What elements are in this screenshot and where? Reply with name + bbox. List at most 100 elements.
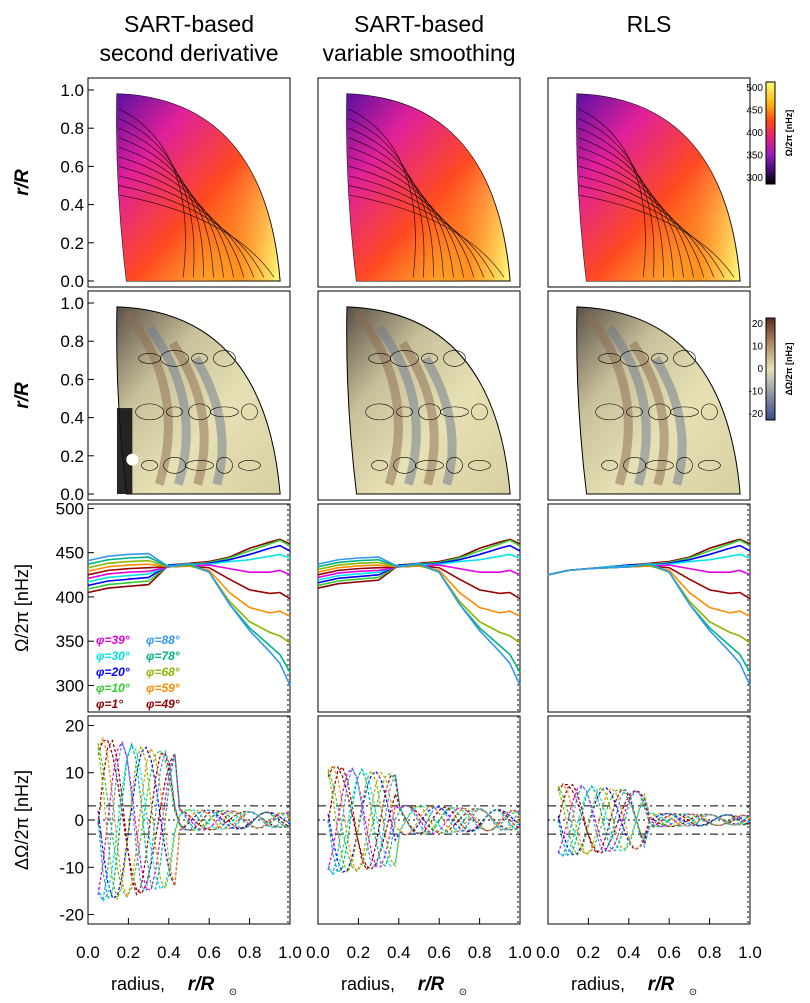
contour-ring: [141, 460, 158, 471]
contour-line: [578, 194, 735, 278]
y-tick-label: 450: [56, 544, 84, 563]
y-tick-label: 20: [65, 716, 84, 735]
sun-symbol-1: ⊙: [229, 987, 237, 998]
x-tick-label: 0.8: [698, 943, 722, 962]
x-axis-label-2: radius,: [341, 974, 395, 994]
contour-line: [118, 166, 245, 278]
contour-ring: [415, 460, 444, 471]
column-title-1: second derivative: [100, 40, 279, 66]
legend-entry: φ=39°: [96, 633, 130, 647]
residual-map-1: 0.0 0.2 0.4 0.6 0.8 1.0: [60, 290, 291, 504]
colorbar-omega-tick: 300: [746, 173, 763, 184]
contour-line: [348, 175, 485, 278]
series-φ=88°: [317, 556, 521, 686]
contour-ring: [185, 460, 214, 471]
y-tick-label: 1.0: [60, 294, 84, 313]
x-tick-label: 0.4: [157, 943, 181, 962]
residual-series: [327, 770, 521, 873]
residual-series: [557, 786, 751, 857]
series-φ=68°: [547, 564, 751, 644]
residual-band: [168, 340, 209, 486]
delta-line-panel-3: 0.0 0.2 0.4 0.6 0.8 1.0: [536, 715, 762, 962]
series-φ=1°: [87, 538, 291, 594]
colorbar-delta-label: ΔΩ/2π [nHz]: [784, 342, 794, 395]
residual-band: [605, 325, 651, 486]
x-tick-label: 0.6: [657, 943, 681, 962]
y-tick-label: 0: [75, 811, 84, 830]
contour-ring: [191, 353, 208, 364]
polar-band: [346, 93, 511, 281]
x-tick-label: 0.4: [617, 943, 641, 962]
x-tick-label: 0.2: [117, 943, 141, 962]
contour-ring: [390, 350, 419, 367]
column-title-1: SART-based: [124, 11, 254, 37]
colorbar-delta-tick: 0: [757, 364, 763, 375]
rotation-map-3: [547, 77, 751, 288]
column-title-2: variable smoothing: [322, 40, 515, 66]
colorbar-omega-tick: 400: [746, 128, 763, 139]
residual-band: [191, 356, 227, 486]
contour-line: [118, 146, 224, 278]
x-tick-label: 0.0: [536, 943, 560, 962]
contour-ring: [216, 457, 233, 474]
contour-ring: [443, 350, 466, 367]
y-tick-label: 0.8: [60, 332, 84, 351]
contour-line: [118, 194, 275, 278]
y-tick-label: 0.0: [60, 485, 84, 504]
legend-entry: φ=78°: [146, 649, 180, 663]
series-φ=39°: [87, 564, 291, 580]
residual-series: [327, 768, 521, 876]
contour-ring: [651, 353, 668, 364]
colorbar-omega-tick: 350: [746, 151, 763, 162]
mask-hole: [126, 453, 139, 466]
residual-series: [327, 769, 521, 874]
series-φ=49°: [317, 565, 521, 600]
colorbar-delta: [765, 317, 776, 421]
sun-symbol-2: ⊙: [459, 987, 467, 998]
residual-band: [375, 325, 421, 486]
residual-band: [421, 356, 457, 486]
contour-line: [578, 118, 655, 278]
legend-entry: φ=88°: [146, 633, 180, 647]
y-tick-label: 0.4: [60, 196, 84, 215]
x-tick-label: 0.4: [387, 943, 411, 962]
series-φ=30°: [87, 553, 291, 583]
x-axis-label-r-1: r/R: [188, 974, 215, 995]
colorbar-delta-tick: -20: [749, 409, 764, 420]
column-title-2: SART-based: [354, 11, 484, 37]
x-tick-label: 0.8: [238, 943, 262, 962]
series-φ=1°: [317, 538, 521, 589]
omega-line-panel-2: [317, 503, 521, 713]
legend-entry: φ=10°: [96, 681, 130, 695]
contour-line: [118, 108, 186, 278]
residual-map-3: [547, 290, 751, 501]
contour-ring: [468, 460, 491, 471]
contour-line: [348, 146, 454, 278]
panel-frame: [547, 290, 751, 501]
series-φ=30°: [317, 553, 521, 581]
x-tick-label: 0.2: [347, 943, 371, 962]
contour-ring: [446, 457, 463, 474]
dark-region: [116, 408, 133, 494]
contour-ring: [238, 460, 261, 471]
legend-entry: φ=1°: [96, 697, 123, 711]
colorbar-omega-tick: 450: [746, 106, 763, 117]
contour-ring: [673, 350, 696, 367]
panel-frame: [87, 503, 291, 713]
rotation-map-2: [317, 77, 521, 288]
legend-entry: φ=49°: [146, 697, 180, 711]
panel-frame: [317, 77, 521, 288]
contour-ring: [160, 350, 189, 367]
y-tick-label: 0.0: [60, 272, 84, 291]
polar-band: [576, 93, 741, 281]
contour-line: [348, 137, 444, 278]
contour-ring: [210, 406, 239, 418]
y-tick-label: -20: [59, 906, 84, 925]
residual-series: [557, 784, 751, 854]
legend-entry: φ=68°: [146, 665, 180, 679]
panel-frame: [547, 503, 751, 713]
series-φ=88°: [547, 562, 751, 686]
contour-ring: [213, 350, 236, 367]
residual-series: [97, 744, 291, 901]
legend-entry: φ=59°: [146, 681, 180, 695]
